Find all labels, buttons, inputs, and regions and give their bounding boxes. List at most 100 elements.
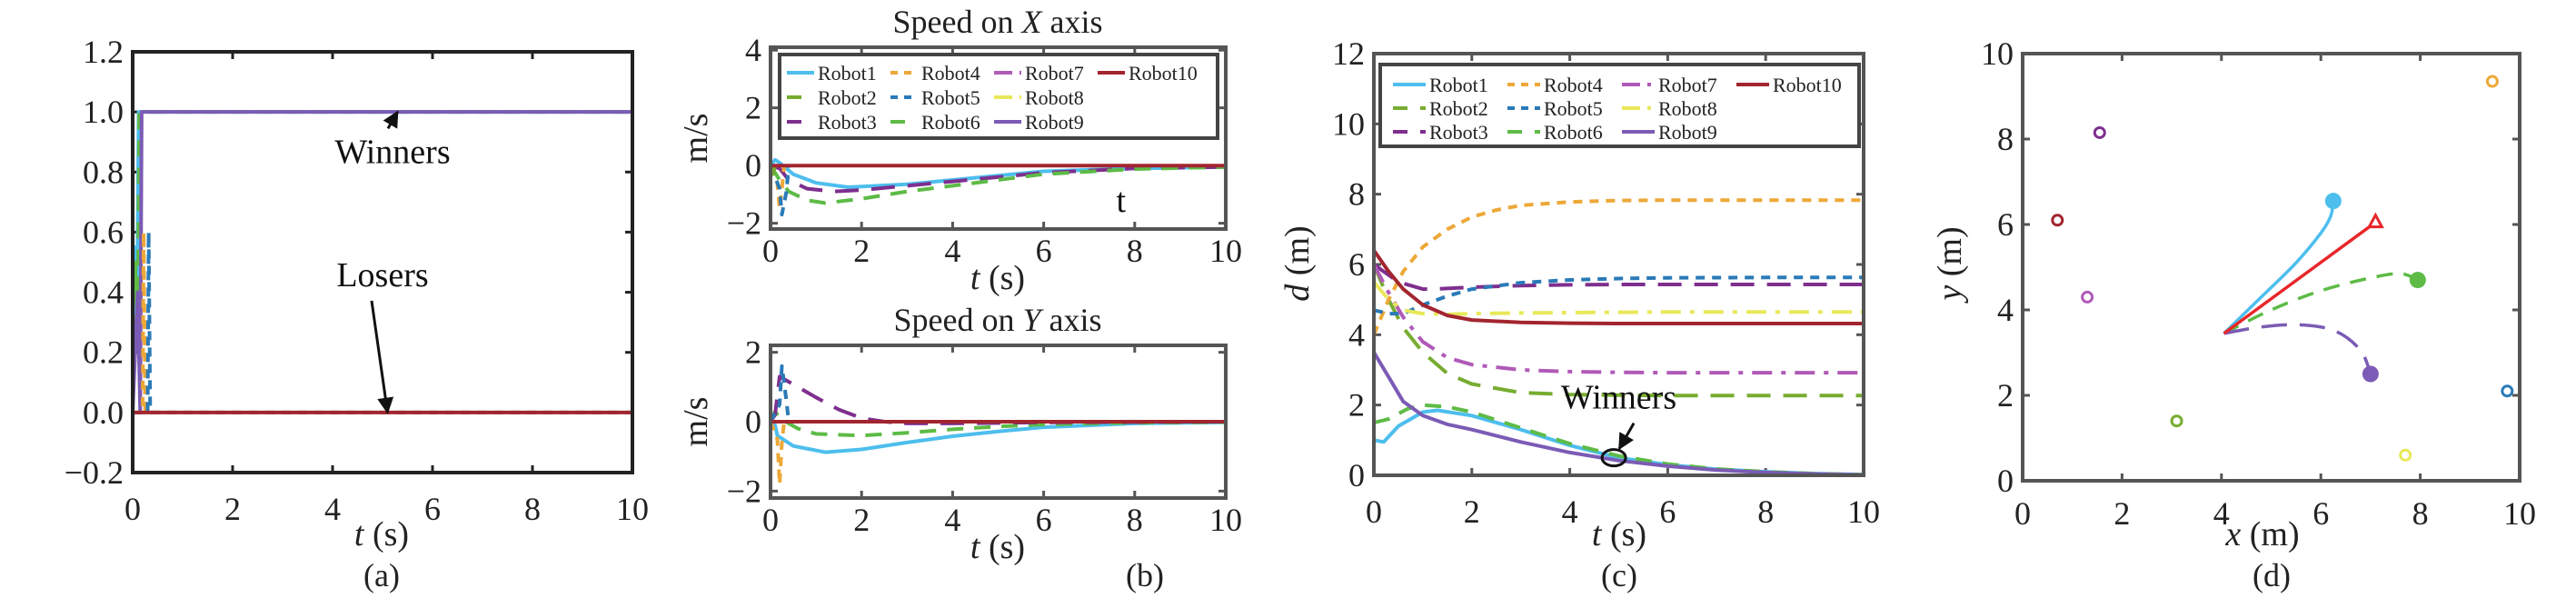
legend-label: Robot10 <box>1129 62 1198 85</box>
y-tick-label: 4 <box>745 32 761 68</box>
panel-a-winner-indicator-chart: 0 2 4 6 8 10 −0.2 0.0 0.2 0.4 0.6 0.8 1.0 1.2 t (s) Win… <box>65 34 649 553</box>
y-tick-label: 0.2 <box>83 334 124 371</box>
loser-marker-robot8 <box>2399 448 2412 462</box>
y-tick-label: 6 <box>1348 246 1365 283</box>
legend-label: Robot8 <box>1025 86 1084 109</box>
series-group <box>771 157 1226 217</box>
y-tick-label: −2 <box>727 205 761 242</box>
legend-label: Robot7 <box>1025 62 1084 85</box>
y-tick-label: 10 <box>1981 35 2014 72</box>
y-tick-label: 0.6 <box>83 214 124 250</box>
axes-frame <box>2021 52 2521 483</box>
series-line-robot4 <box>771 164 786 211</box>
legend-item-robot9: Robot9 <box>994 111 1084 134</box>
x-tick-label: 8 <box>1127 502 1143 538</box>
x-tick-label: 6 <box>1036 502 1052 538</box>
x-tick-label: 4 <box>944 502 960 538</box>
y-tick-label: 0 <box>745 404 761 440</box>
x-axis-label-italic: t <box>1592 515 1603 553</box>
y-axis-label-rest: (m) <box>1931 226 1969 284</box>
x-tick-label: 4 <box>324 491 341 527</box>
x-tick-label: 6 <box>2312 495 2329 532</box>
legend-label: Robot2 <box>1429 97 1488 120</box>
y-tick-label: 0 <box>1348 457 1365 493</box>
legend-item-robot8: Robot8 <box>1622 97 1717 120</box>
legend-label: Robot1 <box>818 62 877 85</box>
x-axis-label: t (s) <box>970 259 1025 297</box>
loser-marker-robot2 <box>2170 414 2183 428</box>
x-tick-label: 4 <box>2213 495 2230 532</box>
series-group <box>1374 198 1864 475</box>
x-axis-label: x (m) <box>2224 515 2299 553</box>
y-tick-label: 0.0 <box>83 394 124 431</box>
winner-marker-robot1 <box>2324 193 2342 210</box>
series-line-robot5 <box>1374 275 1864 316</box>
winner-marker-robot6 <box>2409 272 2426 289</box>
y-tick-label: 1.2 <box>83 34 124 70</box>
panel-title: Speed on X axis <box>893 4 1103 40</box>
x-axis-label-italic: x <box>2224 515 2241 553</box>
legend-item-robot7: Robot7 <box>1622 74 1717 96</box>
y-tick-label: 2 <box>1348 387 1365 424</box>
x-tick-label: 0 <box>1366 493 1382 530</box>
loser-marker-robot7 <box>2081 290 2094 304</box>
legend-item-robot3: Robot3 <box>787 111 877 134</box>
x-axis-label: t (s) <box>1592 515 1646 553</box>
legend-label: Robot9 <box>1025 111 1084 134</box>
x-tick-label: 8 <box>1757 493 1774 530</box>
legend-label: Robot1 <box>1429 74 1488 96</box>
legend-item-robot3: Robot3 <box>1393 121 1488 144</box>
annotation-arrow <box>1617 422 1636 451</box>
series-line-robot1 <box>771 420 1226 454</box>
x-axis-label: t (s) <box>354 515 409 553</box>
legend-label: Robot6 <box>921 111 980 134</box>
legend-label: Robot4 <box>921 62 980 85</box>
x-tick-label: 2 <box>853 233 870 269</box>
annotation-arrow <box>370 300 394 414</box>
y-tick-label: 2 <box>745 334 761 371</box>
x-axis-label-italic: t <box>354 515 365 553</box>
series-group <box>771 364 1226 486</box>
legend-item-robot2: Robot2 <box>1393 97 1488 120</box>
legend-box <box>1378 63 1861 148</box>
legend-label: Robot3 <box>1429 121 1488 144</box>
stray-text: t <box>1116 182 1126 220</box>
y-tick-label: 4 <box>1997 292 2014 328</box>
legend-label: Robot4 <box>1544 74 1603 96</box>
x-axis-label-rest: (s) <box>980 259 1025 297</box>
x-tick-label: 6 <box>1036 233 1052 269</box>
winners-ellipse <box>1600 448 1627 468</box>
series-line-robot2 <box>1374 264 1864 398</box>
x-axis-label-rest: (s) <box>1601 515 1646 553</box>
series-line-robot5 <box>771 164 791 217</box>
series-line-robot9 <box>1374 351 1864 475</box>
loser-marker-robot4 <box>2485 75 2499 88</box>
legend-label: Robot2 <box>818 86 877 109</box>
legend-item-robot8: Robot8 <box>994 86 1084 109</box>
legend-item-robot10: Robot10 <box>1098 62 1198 85</box>
x-tick-label: 4 <box>1562 493 1578 530</box>
series-line-robot3 <box>771 374 1226 425</box>
y-axis-label: y (m) <box>1931 226 1969 304</box>
legend-item-robot6: Robot6 <box>890 111 980 134</box>
legend-item-robot6: Robot6 <box>1507 121 1603 144</box>
x-tick-label: 8 <box>524 491 541 527</box>
y-tick-label: −0.2 <box>65 454 124 491</box>
legend-item-robot5: Robot5 <box>890 86 980 109</box>
axes-frame <box>1372 52 1865 477</box>
x-tick-label: 6 <box>424 491 441 527</box>
title-italic: X <box>1019 4 1043 40</box>
trajectory-robot1 <box>2223 200 2335 335</box>
title-italic: Y <box>1022 302 1044 338</box>
x-tick-label: 2 <box>224 491 241 527</box>
legend-label: Robot5 <box>921 86 980 109</box>
caption-b: (b) <box>1126 557 1164 593</box>
caption-a: (a) <box>363 557 400 593</box>
x-tick-label: 2 <box>853 502 870 538</box>
axes-frame <box>769 45 1228 231</box>
y-tick-label: 0 <box>1997 463 2014 499</box>
y-tick-label: 10 <box>1332 105 1365 142</box>
legend-item-robot4: Robot4 <box>890 62 980 85</box>
